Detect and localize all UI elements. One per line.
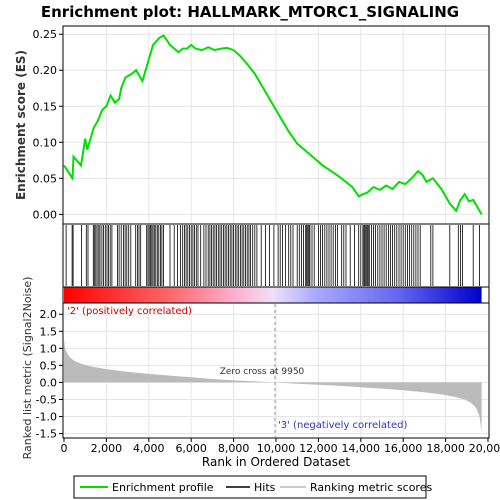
positive-annotation: '2' (positively correlated) [67,306,192,317]
ranking-metric-area [64,339,482,432]
x-tick-label: 18,000 [426,442,465,455]
es-tick-label: 0.25 [33,28,58,41]
metric-tick-label: -1.5 [36,428,57,441]
metric-tick-label: 0.5 [40,359,58,372]
chart-title: Enrichment plot: HALLMARK_MTORC1_SIGNALI… [41,3,459,21]
metric-tick-label: 1.5 [40,325,58,338]
metric-y-axis: -1.5 -1.0 -0.5 0.0 0.5 1.0 1.5 2.0 [36,308,63,441]
metric-tick-label: 1.0 [40,342,58,355]
x-axis: 0 2,000 4,000 6,000 8,000 10,000 12,000 14,000 1… [61,438,500,455]
negative-annotation: '3' (negatively correlated) [278,420,407,431]
es-tick-label: 0.20 [33,64,58,77]
metric-tick-label: 0.0 [40,376,58,389]
rank-color-bar [64,287,482,303]
metric-tick-label: -1.0 [36,411,57,424]
legend-item-ranking-metric: Ranking metric scores [280,481,432,494]
x-tick-label: 10,000 [257,442,296,455]
zero-cross-annotation: Zero cross at 9950 [220,367,305,377]
es-tick-label: 0.15 [33,100,58,113]
x-tick-label: 12,000 [299,442,338,455]
x-axis-label: Rank in Ordered Dataset [202,455,350,469]
x-tick-label: 0 [61,442,68,455]
x-tick-label: 14,000 [342,442,381,455]
legend-item-hits: Hits [226,481,276,494]
es-tick-label: 0.05 [33,172,58,185]
es-y-axis: 0.00 0.05 0.10 0.15 0.20 0.25 [33,28,63,221]
metric-tick-label: -0.5 [36,393,57,406]
legend-label-hits: Hits [254,481,276,494]
es-y-axis-label: Enrichment score (ES) [14,50,28,200]
legend-item-enrichment-profile: Enrichment profile [80,481,214,494]
metric-y-axis-label: Ranked list metric (Signal2Noise) [21,277,34,460]
x-tick-label: 6,000 [175,442,207,455]
x-tick-label: 8,000 [218,442,250,455]
legend-label-ranking-metric: Ranking metric scores [310,481,432,494]
es-tick-label: 0.10 [33,136,58,149]
x-tick-label: 4,000 [133,442,165,455]
x-tick-label: 2,000 [91,442,123,455]
legend-label-enrichment-profile: Enrichment profile [112,481,214,494]
metric-tick-label: 2.0 [40,308,58,321]
x-tick-label: 16,000 [384,442,423,455]
enrichment-profile-line [63,34,483,215]
hits-markers [65,225,480,286]
es-tick-label: 0.00 [33,208,58,221]
x-tick-label: 20,000 [469,442,500,455]
